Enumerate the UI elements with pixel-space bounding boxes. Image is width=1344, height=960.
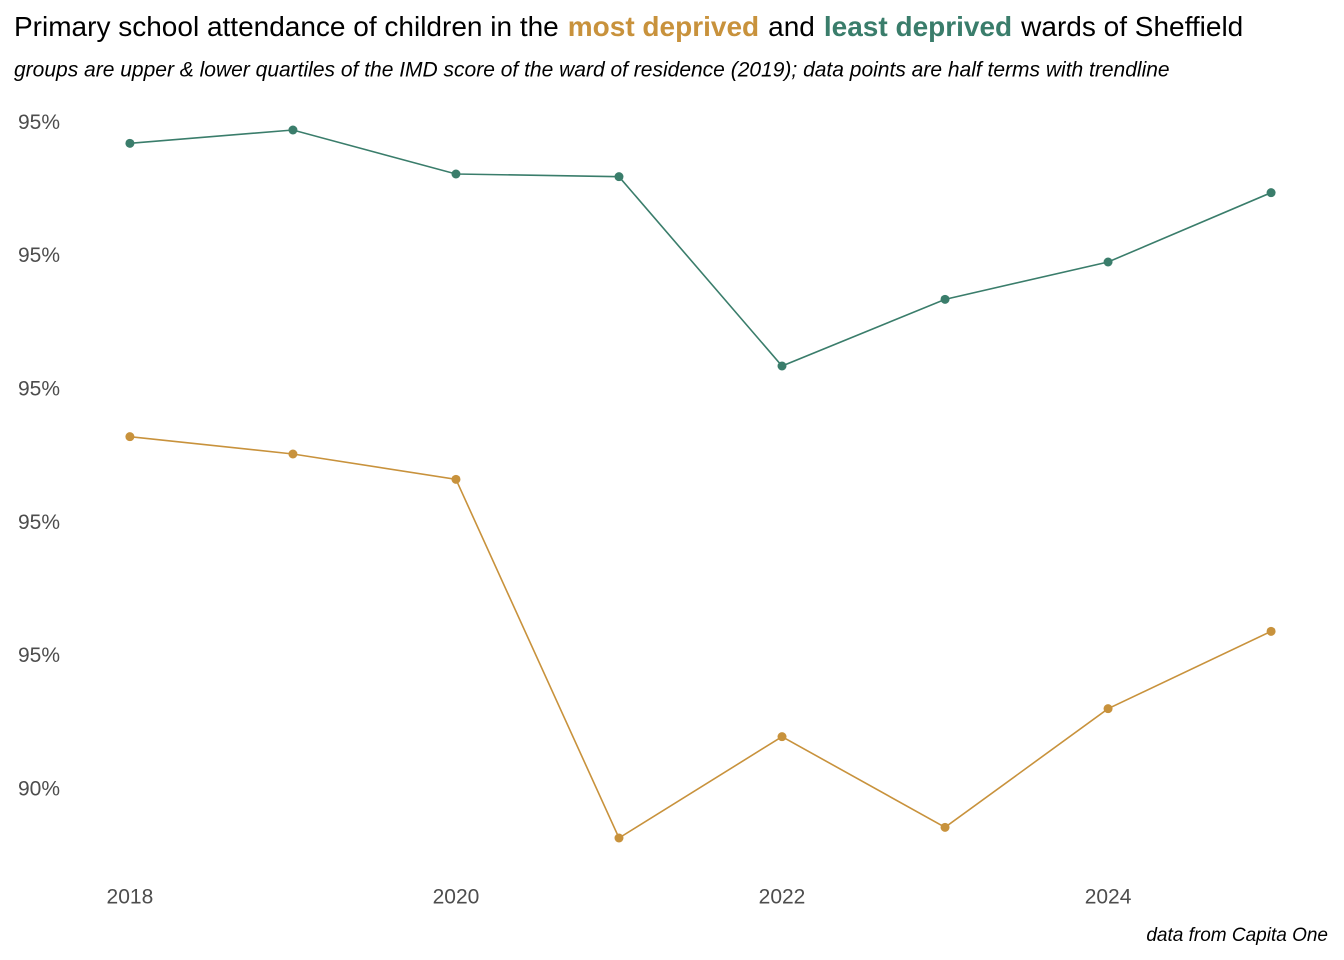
data-point — [451, 474, 461, 484]
data-point — [777, 732, 787, 742]
title-text: Primary school attendance of children in… — [14, 11, 559, 42]
y-tick-label: 90% — [18, 778, 60, 801]
x-tick-label: 2020 — [433, 886, 480, 909]
data-point — [614, 833, 624, 843]
data-point — [777, 361, 787, 371]
x-tick-label: 2022 — [759, 886, 806, 909]
title-series: least deprived — [824, 11, 1012, 42]
y-tick-label: 95% — [18, 644, 60, 667]
title-text: and — [768, 11, 815, 42]
data-point — [940, 294, 950, 304]
data-point — [1103, 704, 1113, 714]
data-point — [125, 432, 135, 442]
data-point — [288, 449, 298, 459]
x-tick-label: 2024 — [1085, 886, 1132, 909]
series-line — [129, 129, 1272, 367]
chart-title: Primary school attendance of children in… — [14, 11, 1243, 42]
data-point — [940, 822, 950, 832]
y-tick-label: 95% — [18, 378, 60, 401]
series-line — [129, 435, 1272, 840]
data-point — [614, 172, 624, 182]
title-text: wards of Sheffield — [1020, 11, 1243, 42]
y-tick-label: 95% — [18, 511, 60, 534]
y-tick-label: 95% — [18, 244, 60, 267]
y-tick-label: 95% — [18, 111, 60, 134]
title-series: most deprived — [568, 11, 759, 42]
caption: data from Capita One — [1146, 925, 1328, 946]
data-point — [1266, 626, 1276, 636]
data-point — [125, 138, 135, 148]
data-point — [1103, 257, 1113, 267]
data-point — [451, 169, 461, 179]
data-point — [1266, 188, 1276, 198]
data-point — [288, 125, 298, 135]
chart-subtitle: groups are upper & lower quartiles of th… — [14, 59, 1170, 82]
x-tick-label: 2018 — [107, 886, 154, 909]
